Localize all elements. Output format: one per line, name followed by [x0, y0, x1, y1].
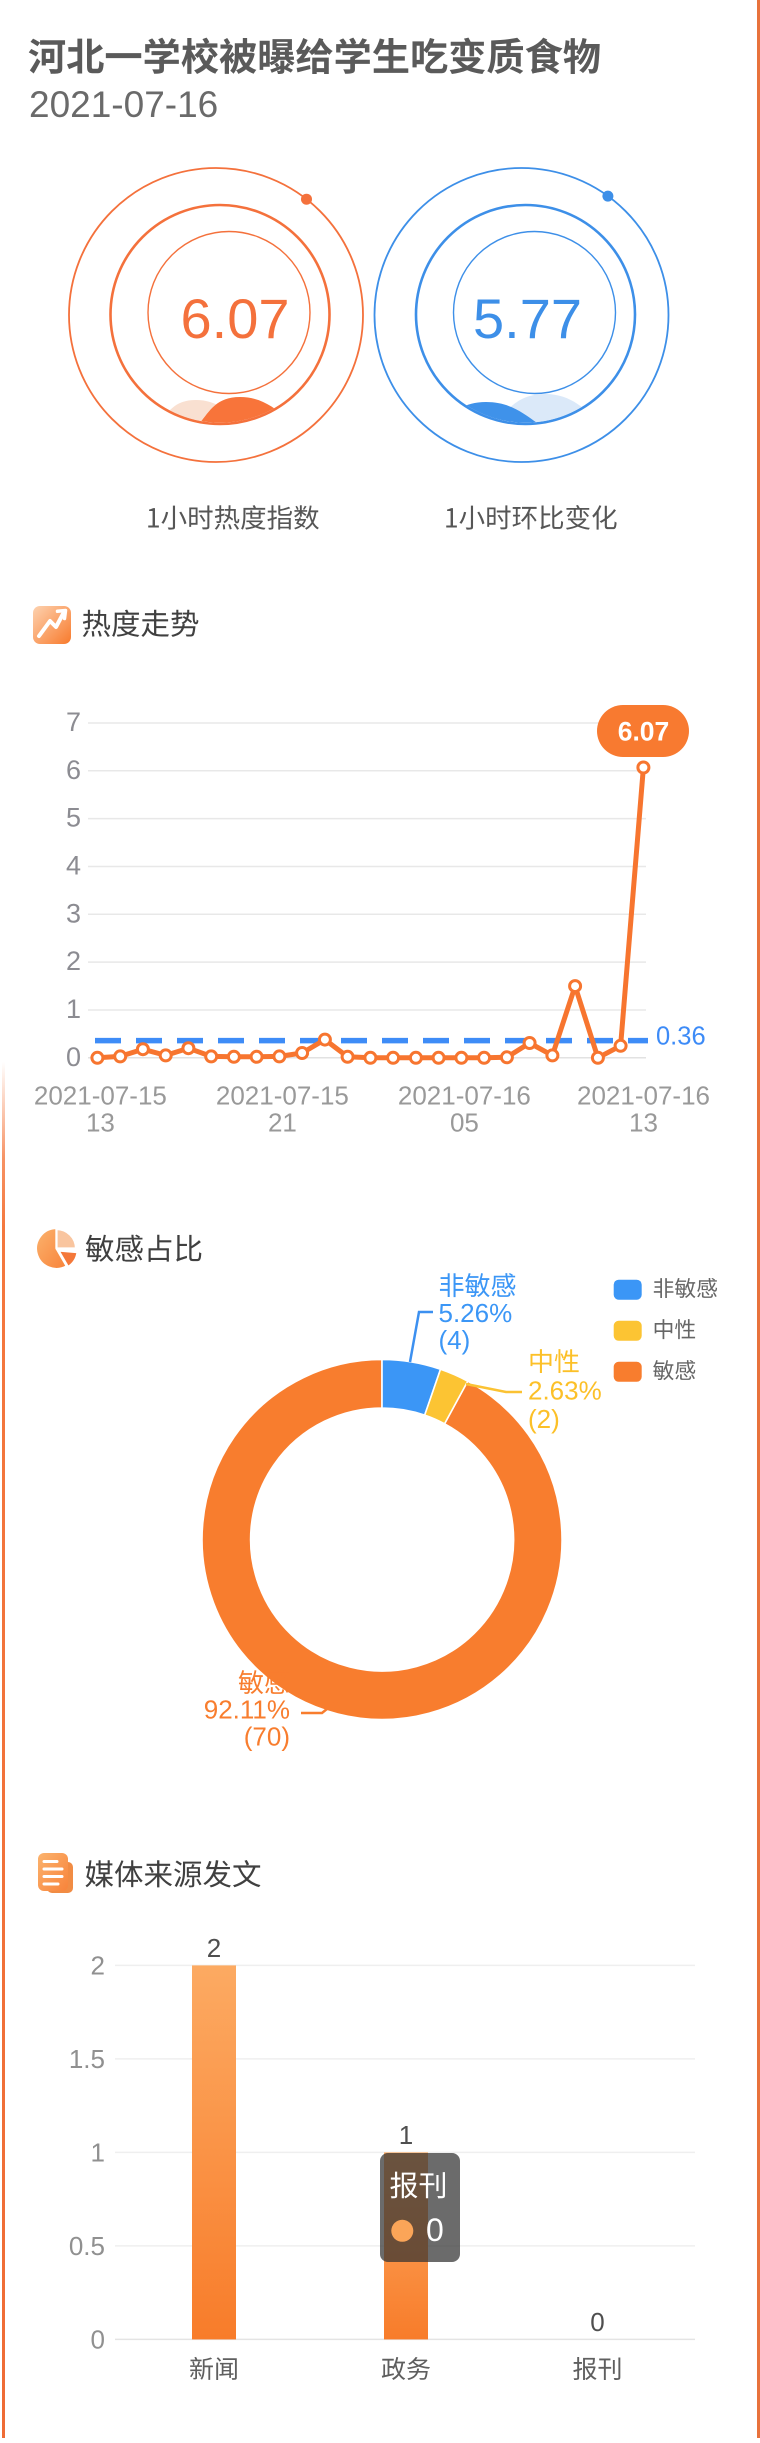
svg-text:0: 0 — [91, 2324, 105, 2354]
svg-text:2.63%: 2.63% — [528, 1376, 602, 1406]
svg-text:7: 7 — [66, 707, 81, 737]
svg-text:2: 2 — [207, 1933, 221, 1963]
svg-text:6.07: 6.07 — [181, 287, 290, 350]
svg-text:5.26%: 5.26% — [439, 1298, 513, 1328]
svg-text:2: 2 — [91, 1950, 105, 1980]
svg-text:5: 5 — [66, 803, 81, 833]
svg-text:0.36: 0.36 — [656, 1023, 706, 1051]
svg-text:2021-07-15: 2021-07-15 — [216, 1081, 349, 1111]
svg-text:2021-07-16: 2021-07-16 — [29, 84, 218, 125]
svg-text:13: 13 — [629, 1108, 658, 1138]
svg-text:6: 6 — [66, 755, 81, 785]
svg-text:5.77: 5.77 — [473, 287, 582, 350]
svg-text:0: 0 — [66, 1042, 81, 1072]
svg-text:0: 0 — [426, 2212, 444, 2248]
svg-text:2021-07-16: 2021-07-16 — [577, 1081, 710, 1111]
svg-text:1: 1 — [399, 2120, 413, 2150]
svg-text:6.07: 6.07 — [618, 717, 670, 747]
svg-text:4: 4 — [66, 850, 81, 880]
svg-text:0: 0 — [590, 2307, 604, 2337]
svg-text:21: 21 — [268, 1108, 297, 1138]
svg-text:3: 3 — [66, 898, 81, 928]
svg-text:1: 1 — [66, 994, 81, 1024]
svg-text:(70): (70) — [244, 1722, 290, 1752]
svg-text:2: 2 — [66, 946, 81, 976]
svg-text:(2): (2) — [528, 1404, 560, 1434]
svg-text:1.5: 1.5 — [69, 2044, 105, 2074]
svg-text:(4): (4) — [439, 1325, 471, 1355]
svg-text:05: 05 — [450, 1108, 479, 1138]
svg-text:2021-07-16: 2021-07-16 — [398, 1081, 531, 1111]
svg-text:2021-07-15: 2021-07-15 — [34, 1081, 167, 1111]
svg-text:1: 1 — [91, 2137, 105, 2167]
svg-text:13: 13 — [86, 1108, 115, 1138]
svg-text:92.11%: 92.11% — [204, 1695, 290, 1725]
svg-text:0.5: 0.5 — [69, 2231, 105, 2261]
